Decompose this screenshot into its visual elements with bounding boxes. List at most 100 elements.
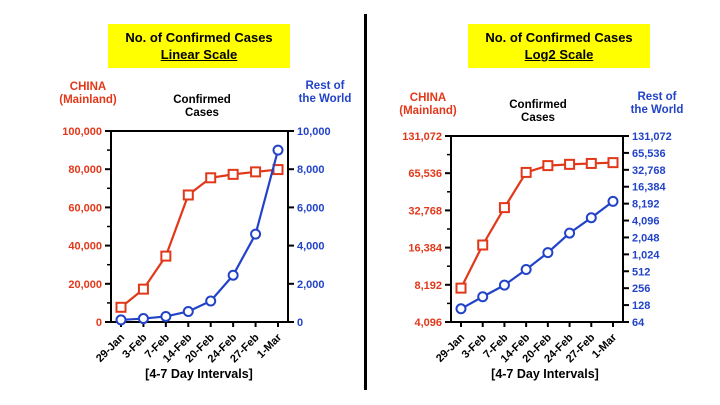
data-point-square [520,166,532,178]
data-point-circle [205,295,217,307]
plot-center-title: Confirmed Cases [488,99,588,125]
y-tick-label: 80,000 [68,164,102,176]
linear-chart-canvas: 0 20,000 40,000 60,000 80,000 100,000 0 2,000 4,… [62,126,331,365]
left-axis-title-line1: CHINA [69,81,107,93]
x-tick-label: 29-Jan [94,331,127,364]
right-axis-title-line1: Rest of [637,91,677,103]
data-point-circle [455,303,467,315]
data-point-circle [182,305,194,317]
log2-chart-panel: No. of Confirmed Cases Log2 Scale CHINA … [360,0,720,405]
plot-center-title-line2: Cases [185,107,219,119]
y-tick-label: 64 [632,317,645,329]
data-point-square [498,202,510,214]
plot-center-title-line1: Confirmed [509,99,567,111]
x-tick-label: 1-Mar [255,331,285,361]
chart-subtitle: Log2 Scale [524,47,594,62]
right-axis-title: Rest of the World [613,91,701,117]
y-tick-label: 16,384 [632,182,667,194]
y-tick-label: 4,096 [414,317,442,329]
panel-divider [364,14,367,390]
y-tick-label: 16,384 [408,243,443,255]
data-point-square [455,282,467,294]
chart-subtitle: Linear Scale [160,47,238,62]
data-point-square [137,283,149,295]
data-point-square [227,168,239,180]
data-point-circle [272,144,284,156]
y-tick-label: 128 [632,300,650,312]
left-axis-title: CHINA (Mainland) [378,92,478,118]
data-point-circle [477,291,489,303]
left-axis-title: CHINA (Mainland) [38,81,138,107]
data-point-circle [115,314,127,326]
right-axis-title: Rest of the World [281,80,369,106]
y-tick-label: 131,072 [632,131,672,143]
y-tick-label: 20,000 [68,279,102,291]
y-tick-label: 0 [297,317,303,329]
right-axis-title-line2: the World [298,93,352,105]
data-point-square [564,158,576,170]
data-point-circle [250,228,262,240]
chart-title-box: No. of Confirmed Cases Linear Scale [108,24,290,68]
chart-title-box: No. of Confirmed Cases Log2 Scale [468,24,650,68]
data-point-circle [227,269,239,281]
data-point-square [205,172,217,184]
x-axis-label: [4-7 Day Intervals] [491,367,599,381]
data-point-square [115,301,127,313]
y-tick-label: 512 [632,266,650,278]
y-tick-label: 10,000 [297,126,331,138]
linear-chart-panel: No. of Confirmed Cases Linear Scale CHIN… [38,24,351,381]
y-tick-label: 0 [96,317,102,329]
data-point-square [477,239,489,251]
y-tick-label: 32,768 [408,205,442,217]
data-point-square [272,164,284,176]
y-tick-label: 256 [632,283,650,295]
data-point-square [542,160,554,172]
data-point-circle [585,212,597,224]
series-line [460,161,614,289]
x-tick-label: 29-Jan [434,331,467,364]
plot-center-title-line1: Confirmed [173,94,231,106]
y-tick-label: 32,768 [632,165,666,177]
chart-title: No. of Confirmed Cases [125,30,273,45]
data-point-square [160,250,172,262]
log2-chart-canvas: 4,096 8,192 16,384 32,768 65,536 131,072 64 128… [402,131,672,365]
data-point-circle [137,313,149,325]
y-tick-label: 1,024 [632,249,660,261]
data-point-circle [564,227,576,239]
plot-center-title-line2: Cases [521,112,555,124]
y-tick-label: 60,000 [68,202,102,214]
y-tick-label: 2,048 [632,232,660,244]
y-tick-label: 8,000 [297,164,325,176]
right-axis-title-line2: the World [630,104,684,116]
data-point-circle [520,264,532,276]
left-axis-title-line2: (Mainland) [59,94,117,106]
data-point-square [607,157,619,169]
y-tick-label: 4,096 [632,216,660,228]
y-tick-label: 8,192 [632,199,660,211]
left-axis-title-line1: CHINA [409,92,447,104]
x-axis-label: [4-7 Day Intervals] [145,367,253,381]
chart-title: No. of Confirmed Cases [485,30,633,45]
right-axis-title-line1: Rest of [305,80,345,92]
left-axis-title-line2: (Mainland) [399,105,457,117]
y-tick-label: 4,000 [297,241,325,253]
plot-center-title: Confirmed Cases [152,94,252,120]
y-tick-label: 6,000 [297,202,325,214]
y-tick-label: 65,536 [632,148,666,160]
y-tick-label: 100,000 [62,126,102,138]
data-point-circle [160,310,172,322]
y-tick-label: 65,536 [408,168,442,180]
y-tick-label: 2,000 [297,279,325,291]
data-point-square [585,157,597,169]
data-point-circle [542,247,554,259]
y-tick-label: 40,000 [68,241,102,253]
data-point-circle [498,279,510,291]
data-point-circle [607,195,619,207]
y-tick-label: 8,192 [414,280,442,292]
x-tick-label: 3-Feb [120,331,149,360]
x-tick-label: 1-Mar [590,331,620,361]
data-point-square [250,166,262,178]
data-point-square [182,189,194,201]
y-tick-label: 131,072 [402,131,442,143]
